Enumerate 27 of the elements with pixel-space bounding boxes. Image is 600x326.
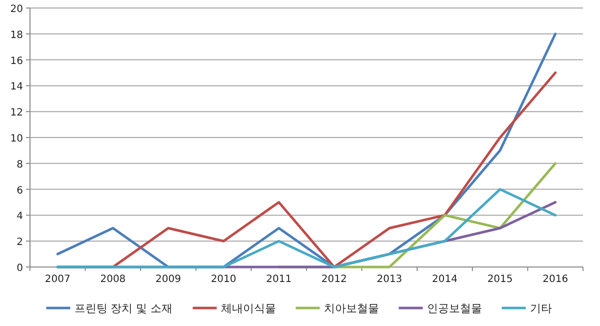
y-tick-label: 12 (10, 108, 23, 119)
y-tick-label: 18 (10, 30, 23, 41)
x-tick-label: 2011 (266, 274, 292, 285)
x-tick-label: 2010 (210, 274, 236, 285)
y-tick-label: 14 (10, 82, 23, 93)
x-tick-label: 2007 (44, 274, 70, 285)
y-tick-label: 8 (16, 159, 23, 170)
y-tick-label: 20 (10, 4, 23, 15)
x-tick-label: 2015 (487, 274, 513, 285)
x-tick-label: 2014 (432, 274, 458, 285)
x-tick-label: 2012 (321, 274, 347, 285)
legend-label: 프린팅 장치 및 소재 (74, 302, 173, 315)
y-tick-label: 6 (16, 185, 23, 196)
x-tick-label: 2008 (100, 274, 126, 285)
legend-label: 체내이식물 (220, 302, 276, 315)
legend-label: 인공보철물 (426, 302, 482, 315)
y-tick-label: 16 (10, 56, 23, 67)
y-tick-label: 4 (16, 211, 23, 222)
legend-label: 치아보철물 (324, 302, 379, 315)
x-tick-label: 2013 (376, 274, 402, 285)
y-tick-label: 0 (16, 263, 23, 274)
y-tick-label: 10 (10, 134, 23, 144)
legend-label: 기타 (530, 302, 552, 315)
line-series (56, 188, 557, 268)
x-tick-label: 2009 (156, 274, 181, 285)
x-tick-label: 2016 (542, 274, 568, 285)
y-tick-label: 2 (16, 237, 23, 248)
